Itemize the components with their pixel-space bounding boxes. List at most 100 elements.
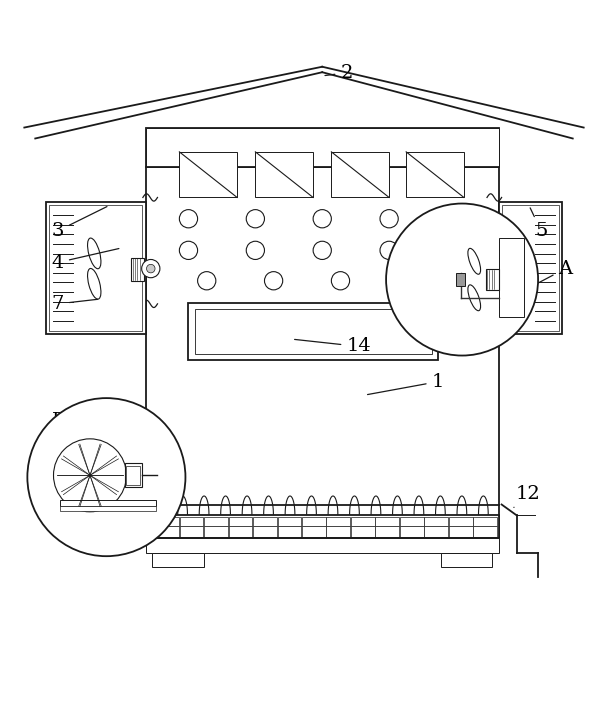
Circle shape xyxy=(446,241,464,259)
Circle shape xyxy=(246,209,264,228)
Circle shape xyxy=(398,271,416,290)
Bar xyxy=(331,152,389,197)
Bar xyxy=(60,500,156,505)
Circle shape xyxy=(164,529,170,534)
Bar xyxy=(474,527,497,537)
Circle shape xyxy=(384,529,390,534)
Circle shape xyxy=(331,271,350,290)
Circle shape xyxy=(482,529,488,534)
Bar xyxy=(376,517,399,526)
Circle shape xyxy=(54,439,126,512)
Bar xyxy=(131,257,144,281)
Circle shape xyxy=(313,209,331,228)
Bar xyxy=(302,517,326,526)
Bar xyxy=(277,517,302,526)
Text: 5: 5 xyxy=(530,208,547,240)
Text: B: B xyxy=(52,412,67,429)
Bar xyxy=(195,309,432,354)
Ellipse shape xyxy=(507,269,520,299)
Circle shape xyxy=(262,518,268,525)
Text: 4: 4 xyxy=(52,249,119,271)
Circle shape xyxy=(237,529,243,534)
Circle shape xyxy=(434,518,440,525)
Bar xyxy=(474,517,497,526)
Circle shape xyxy=(409,529,415,534)
Circle shape xyxy=(237,518,243,525)
Bar xyxy=(456,274,465,286)
Bar xyxy=(376,527,399,537)
Circle shape xyxy=(360,529,366,534)
Circle shape xyxy=(286,529,292,534)
Ellipse shape xyxy=(88,238,101,269)
Ellipse shape xyxy=(468,248,480,274)
Circle shape xyxy=(313,241,331,259)
Bar xyxy=(400,527,424,537)
Circle shape xyxy=(458,529,464,534)
Circle shape xyxy=(360,518,366,525)
Circle shape xyxy=(262,529,268,534)
Circle shape xyxy=(434,529,440,534)
Bar xyxy=(155,527,179,537)
Bar xyxy=(424,527,448,537)
Bar xyxy=(60,505,156,510)
Circle shape xyxy=(188,518,195,525)
Ellipse shape xyxy=(88,269,101,299)
Bar xyxy=(146,128,499,538)
Circle shape xyxy=(446,209,464,228)
Bar xyxy=(179,517,204,526)
Circle shape xyxy=(164,518,170,525)
Bar xyxy=(146,515,499,538)
Bar xyxy=(155,517,179,526)
Bar xyxy=(253,527,277,537)
Bar xyxy=(49,205,142,331)
Circle shape xyxy=(142,259,160,278)
Bar xyxy=(502,205,559,331)
Bar xyxy=(229,517,252,526)
Bar xyxy=(179,527,204,537)
Bar xyxy=(499,238,524,317)
Bar xyxy=(229,527,252,537)
Bar xyxy=(179,152,237,197)
Circle shape xyxy=(409,518,415,525)
Circle shape xyxy=(198,271,216,290)
Bar xyxy=(449,517,473,526)
Bar xyxy=(424,517,448,526)
Text: 12: 12 xyxy=(514,484,540,508)
Circle shape xyxy=(213,518,219,525)
Circle shape xyxy=(458,518,464,525)
Circle shape xyxy=(336,529,342,534)
Circle shape xyxy=(179,241,198,259)
Bar xyxy=(46,202,146,334)
Bar xyxy=(125,463,142,487)
Circle shape xyxy=(246,241,264,259)
Bar xyxy=(500,257,514,281)
Circle shape xyxy=(489,264,498,273)
Bar xyxy=(441,553,492,567)
Circle shape xyxy=(336,518,342,525)
Circle shape xyxy=(213,529,219,534)
Bar xyxy=(351,517,375,526)
Text: 14: 14 xyxy=(295,338,371,355)
Circle shape xyxy=(380,209,398,228)
Bar xyxy=(204,517,228,526)
Text: A: A xyxy=(524,259,573,290)
Bar xyxy=(326,527,350,537)
Bar xyxy=(146,538,499,553)
Bar xyxy=(406,152,464,197)
Text: 10: 10 xyxy=(33,460,82,478)
Bar xyxy=(499,202,562,334)
Text: 3: 3 xyxy=(52,207,107,240)
Bar xyxy=(351,527,375,537)
Circle shape xyxy=(286,518,292,525)
Bar xyxy=(326,517,350,526)
Bar xyxy=(486,269,499,290)
Bar xyxy=(146,128,499,167)
Text: 1: 1 xyxy=(367,373,444,395)
Bar xyxy=(152,553,204,567)
Text: 7: 7 xyxy=(52,295,97,313)
Bar xyxy=(126,465,140,485)
Circle shape xyxy=(311,529,317,534)
Bar xyxy=(255,152,313,197)
Bar xyxy=(277,527,302,537)
Circle shape xyxy=(188,529,195,534)
